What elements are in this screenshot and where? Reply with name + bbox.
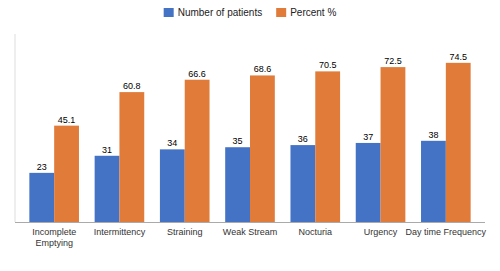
y-axis-line <box>15 34 16 222</box>
x-tick-label: Urgency <box>364 227 398 237</box>
x-tick-label: Intermittency <box>94 227 146 237</box>
x-tick-label-line: Straining <box>167 227 203 237</box>
data-label: 34 <box>167 138 177 148</box>
data-label: 74.5 <box>449 52 467 62</box>
data-label: 45.1 <box>58 115 76 125</box>
chart-container: 23 31 34 35 36 37 38 45.1 60.8 66.6 68.6 70.5 72.5 74… <box>0 0 500 271</box>
x-tick-label-line: Weak Stream <box>223 227 277 237</box>
legend-label: Percent % <box>290 7 336 18</box>
x-tick-label: Weak Stream <box>223 227 277 237</box>
x-tick-label-line: Nocturia <box>299 227 333 237</box>
legend-item: Number of patients <box>164 7 263 18</box>
x-tick-label: IncompleteEmptying <box>32 227 76 248</box>
bar <box>185 80 210 222</box>
x-tick-labels: IncompleteEmptying Intermittency Straining… <box>32 227 486 248</box>
bar <box>446 63 471 222</box>
bars <box>29 63 470 222</box>
bar <box>290 145 315 222</box>
bar <box>54 126 79 222</box>
x-tick-label-line: Urgency <box>364 227 398 237</box>
x-tick-label-line: Emptying <box>35 238 73 248</box>
data-label: 35 <box>233 136 243 146</box>
bar <box>315 71 340 222</box>
bar <box>356 143 381 222</box>
bar <box>250 75 275 222</box>
data-label: 31 <box>102 145 112 155</box>
data-label: 36 <box>298 134 308 144</box>
legend: Number of patients Percent % <box>164 7 337 18</box>
chart: 23 31 34 35 36 37 38 45.1 60.8 66.6 68.6 70.5 72.5 74… <box>0 0 500 271</box>
legend-label: Number of patients <box>178 7 263 18</box>
data-label: 37 <box>363 132 373 142</box>
bar <box>381 67 406 222</box>
data-label: 23 <box>37 162 47 172</box>
data-label: 66.6 <box>188 69 206 79</box>
bar <box>225 147 250 222</box>
bar <box>421 141 446 222</box>
data-label: 38 <box>428 130 438 140</box>
x-tick-label: Day time Frequency <box>406 227 487 237</box>
bar <box>29 173 54 222</box>
data-label: 72.5 <box>384 56 402 66</box>
x-axis-line <box>15 222 485 223</box>
legend-swatch <box>164 8 174 17</box>
bar <box>160 149 185 222</box>
data-label: 70.5 <box>319 60 337 70</box>
data-label: 68.6 <box>254 64 272 74</box>
legend-swatch <box>276 8 286 17</box>
x-tick-label-line: Incomplete <box>32 227 76 237</box>
data-label: 60.8 <box>123 81 141 91</box>
x-tick-label-line: Intermittency <box>94 227 146 237</box>
x-tick-label: Straining <box>167 227 203 237</box>
data-labels: 23 31 34 35 36 37 38 45.1 60.8 66.6 68.6 70.5 72.5 74… <box>37 52 467 172</box>
x-tick-label-line: Day time Frequency <box>406 227 487 237</box>
bar <box>95 156 120 222</box>
bar <box>119 92 144 222</box>
x-tick-label: Nocturia <box>299 227 333 237</box>
legend-item: Percent % <box>276 7 336 18</box>
